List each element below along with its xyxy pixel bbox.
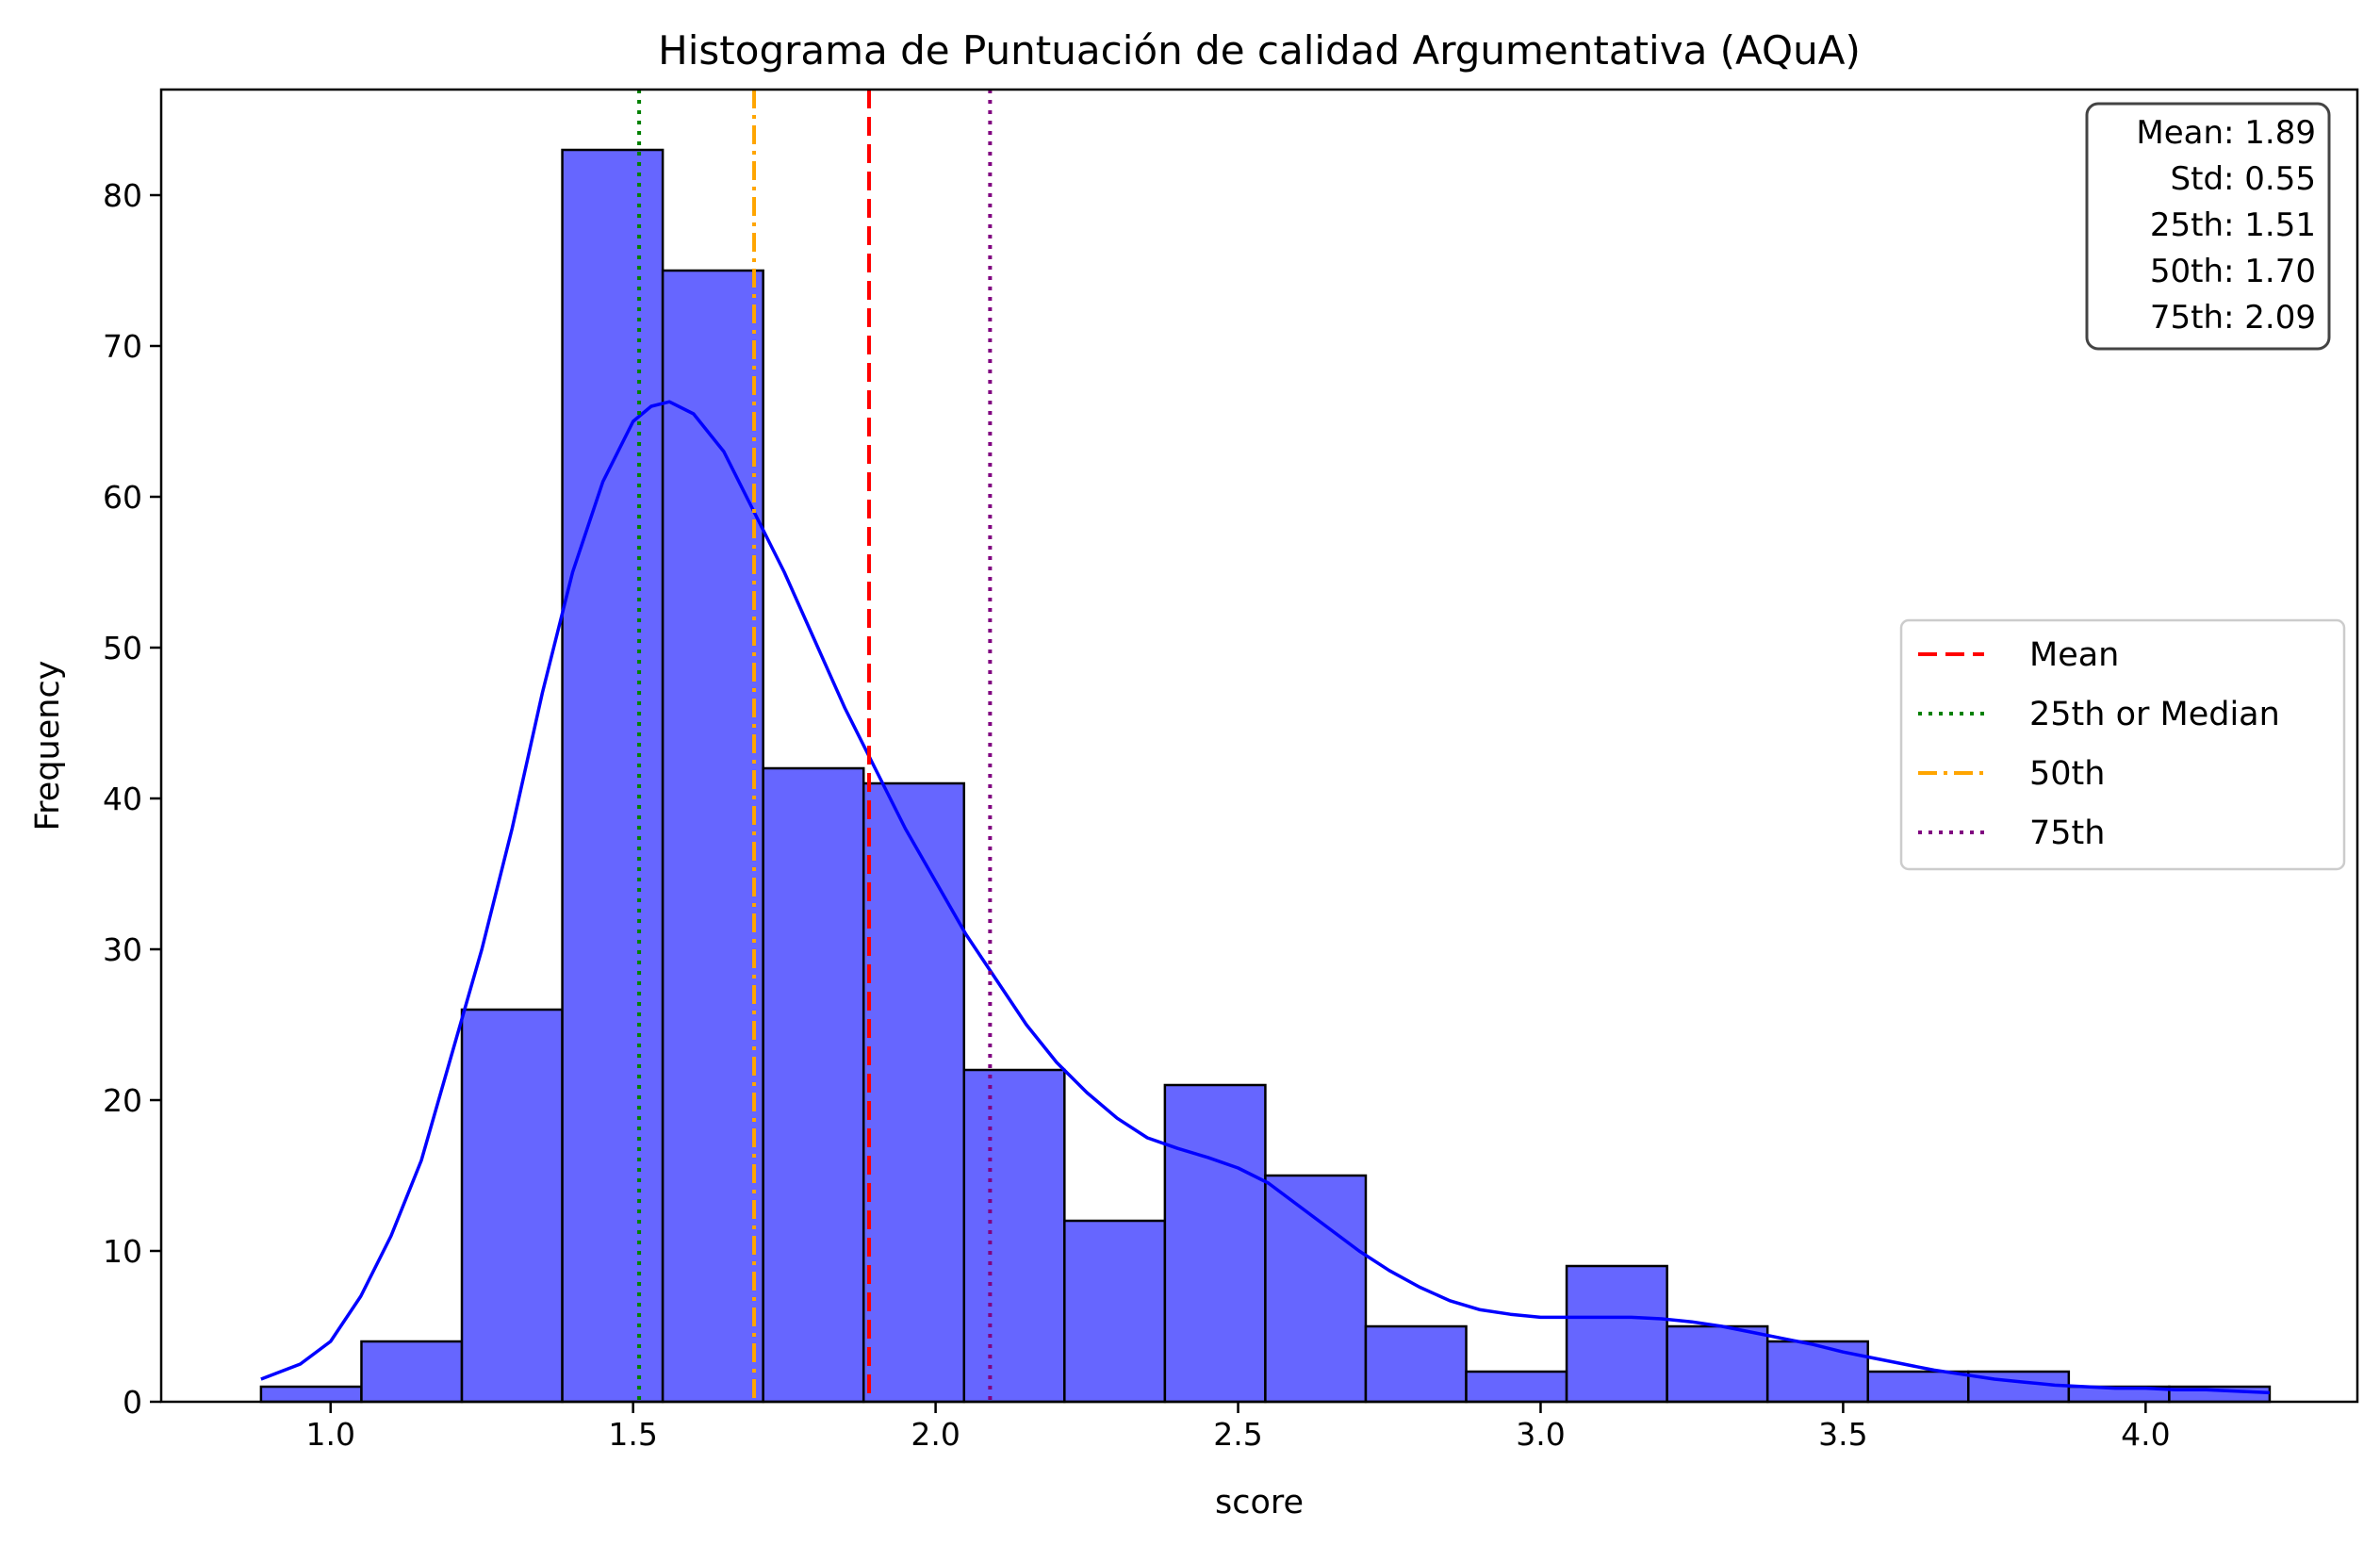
y-tick-label: 70: [103, 328, 142, 365]
stats-box: Mean: 1.89 Std: 0.55 25th: 1.51 50th: 1.70 7…: [2085, 102, 2331, 351]
x-axis-label: score: [1215, 1484, 1304, 1521]
stats-line: 25th: 1.51: [2150, 206, 2316, 244]
legend-label: Mean: [2029, 636, 2119, 674]
y-axis-label: Frequency: [29, 661, 67, 831]
chart-title: Histograma de Puntuación de calidad Argu…: [658, 27, 1861, 74]
legend-label: 50th: [2029, 755, 2105, 793]
histogram-bar: [259, 1385, 363, 1404]
y-tick-label: 20: [103, 1082, 142, 1119]
histogram-bar: [460, 1008, 564, 1404]
x-tick-label: 4.0: [2121, 1416, 2170, 1453]
y-tick-label: 10: [103, 1233, 142, 1270]
y-tick-label: 80: [103, 177, 142, 214]
percentile-lines: [637, 90, 993, 1402]
histogram-bar: [862, 781, 966, 1404]
legend: Mean 25th or Median 50th 75th: [1899, 618, 2346, 871]
histogram-bar: [1364, 1324, 1468, 1404]
kde-curve: [260, 400, 2270, 1395]
histogram-bar: [1465, 1370, 1568, 1404]
legend-label: 75th: [2029, 814, 2105, 852]
y-tick-label: 30: [103, 931, 142, 968]
x-tick-label: 3.5: [1818, 1416, 1867, 1453]
histogram-bar: [762, 766, 865, 1404]
y-tick-label: 50: [103, 630, 142, 666]
x-tick-label: 2.5: [1213, 1416, 1262, 1453]
histogram-bar: [1063, 1219, 1167, 1404]
plot-frame: [159, 88, 2359, 1404]
histogram-bar: [561, 148, 665, 1404]
histogram-bar: [1163, 1083, 1267, 1404]
histogram-bar: [1264, 1174, 1368, 1404]
y-tick-label: 0: [123, 1384, 142, 1421]
stats-line: 75th: 2.09: [2150, 299, 2316, 337]
x-tick-label: 1.5: [608, 1416, 657, 1453]
legend-frame: [1899, 618, 2346, 871]
stats-line: Std: 0.55: [2171, 160, 2316, 198]
histogram-bars: [259, 148, 2272, 1404]
stats-box-frame: [2085, 102, 2331, 351]
legend-label: 25th or Median: [2029, 696, 2280, 733]
histogram-bar: [1866, 1370, 1970, 1404]
y-tick-label: 40: [103, 781, 142, 817]
y-axis-ticks: 0 10 20 30 40 50 60 70 80: [103, 177, 161, 1421]
histogram-bar: [661, 269, 764, 1404]
kde-line: [260, 400, 2270, 1395]
histogram-bar: [962, 1068, 1066, 1404]
histogram-bar: [360, 1340, 464, 1404]
x-tick-label: 3.0: [1516, 1416, 1565, 1453]
histogram-bar: [1565, 1264, 1668, 1404]
histogram-bar: [1765, 1340, 1869, 1404]
y-tick-label: 60: [103, 479, 142, 516]
stats-line: Mean: 1.89: [2136, 114, 2316, 152]
x-tick-label: 1.0: [305, 1416, 354, 1453]
stats-line: 50th: 1.70: [2150, 253, 2316, 290]
x-axis-ticks: 1.0 1.5 2.0 2.5 3.0 3.5 4.0: [305, 1402, 2171, 1453]
x-tick-label: 2.0: [911, 1416, 960, 1453]
histogram-bar: [1666, 1324, 1769, 1404]
